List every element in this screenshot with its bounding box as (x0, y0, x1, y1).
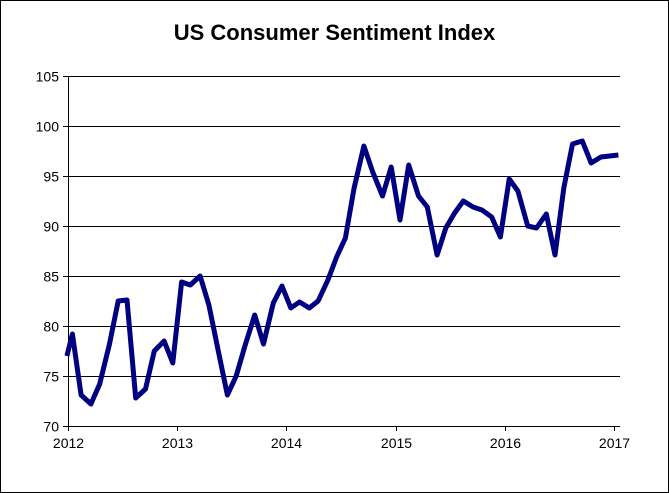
y-tick-label-80: 80 (43, 319, 59, 335)
x-tick-label-2013: 2013 (162, 435, 193, 451)
x-tick-label-2017: 2017 (599, 435, 630, 451)
x-tick-label-2012: 2012 (53, 435, 84, 451)
x-axis-ticks: 2012 2013 2014 2015 2016 2017 (53, 426, 630, 451)
y-tick-label-90: 90 (43, 219, 59, 235)
x-tick-label-2014: 2014 (271, 435, 302, 451)
y-tick-label-85: 85 (43, 269, 59, 285)
y-tick-label-100: 100 (36, 119, 60, 135)
y-tick-label-75: 75 (43, 369, 59, 385)
y-axis-ticks: 70 75 80 85 90 95 100 105 (36, 69, 68, 435)
axes (68, 76, 620, 427)
y-tick-label-70: 70 (43, 419, 59, 435)
y-tick-label-95: 95 (43, 169, 59, 185)
chart-title: US Consumer Sentiment Index (173, 20, 496, 45)
series-group (64, 138, 619, 407)
x-tick-label-2015: 2015 (381, 435, 412, 451)
series-line-0 (64, 138, 619, 407)
y-tick-label-105: 105 (36, 69, 60, 85)
x-tick-label-2016: 2016 (490, 435, 521, 451)
